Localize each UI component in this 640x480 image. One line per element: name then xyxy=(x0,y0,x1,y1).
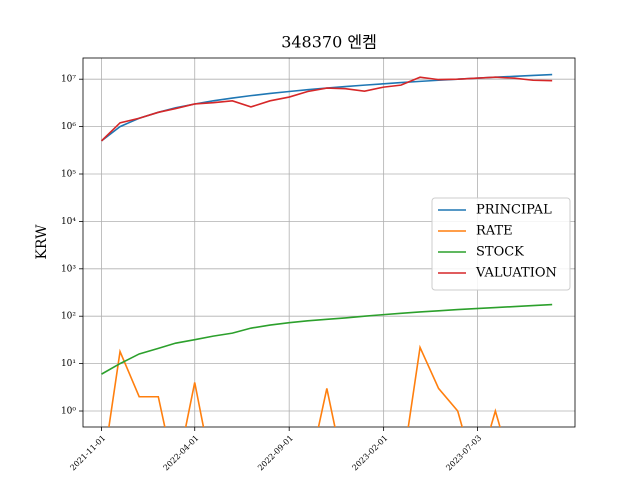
y-tick-label: 10⁶ xyxy=(61,122,76,132)
line-series xyxy=(100,76,553,142)
y-tick-label: 10⁴ xyxy=(61,217,76,227)
chart-title: 348370 엔켐 xyxy=(281,33,377,52)
y-tick-label: 10⁷ xyxy=(61,75,76,85)
line-series xyxy=(101,73,553,142)
x-tick-label: 2023-02-01 xyxy=(350,433,389,472)
legend-label: VALUATION xyxy=(475,266,557,281)
y-tick-label: 10³ xyxy=(61,264,76,274)
line-series xyxy=(101,303,553,375)
y-tick-label: 10² xyxy=(61,312,76,322)
x-tick-label: 2023-07-03 xyxy=(444,433,483,472)
x-tick-label: 2022-04-01 xyxy=(162,433,201,472)
y-tick-label: 10¹ xyxy=(61,359,76,369)
y-tick-label: 10⁰ xyxy=(61,407,76,417)
y-tick-label: 10⁵ xyxy=(61,170,76,180)
legend-label: STOCK xyxy=(476,245,524,260)
x-tick-label: 2022-09-01 xyxy=(256,433,295,472)
legend-box xyxy=(431,197,571,291)
legend-label: PRINCIPAL xyxy=(476,203,552,218)
y-axis-label: KRW xyxy=(34,224,50,260)
plot-area xyxy=(100,73,553,427)
x-tick-label: 2021-11-01 xyxy=(68,433,107,472)
plot-frame xyxy=(82,57,576,428)
line-series xyxy=(108,344,501,427)
legend-label: RATE xyxy=(476,224,513,239)
